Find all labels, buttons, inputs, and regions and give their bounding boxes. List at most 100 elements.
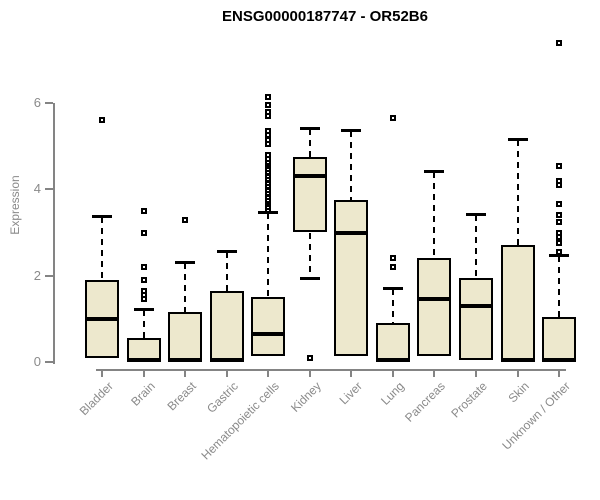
upper-whisker-breast	[184, 262, 187, 313]
upper-whisker-cap-kidney	[299, 126, 320, 130]
median-line-skin	[500, 357, 535, 362]
y-tick-label: 4	[33, 181, 41, 197]
median-line-hematopoietic-cells	[251, 331, 286, 336]
x-tick	[267, 371, 270, 377]
upper-whisker-cap-skin	[507, 137, 528, 141]
median-line-lung	[375, 357, 410, 362]
outlier-point-unknown-other	[556, 233, 563, 240]
x-tick	[391, 371, 394, 377]
y-tick	[45, 274, 53, 277]
upper-whisker-pancreas	[433, 172, 436, 259]
x-tick	[516, 371, 519, 377]
outlier-point-hematopoietic-cells	[265, 93, 272, 100]
median-line-gastric	[209, 357, 244, 362]
x-category-label-bladder: Bladder	[76, 379, 116, 419]
upper-whisker-cap-pancreas	[424, 170, 445, 174]
x-axis-line	[96, 369, 566, 371]
upper-whisker-hematopoietic-cells	[267, 213, 270, 298]
x-category-label-liver: Liver	[336, 379, 366, 408]
box-hematopoietic-cells	[251, 297, 286, 356]
box-lung	[375, 323, 410, 362]
x-tick	[558, 371, 561, 377]
upper-whisker-prostate	[474, 215, 477, 278]
x-category-label-prostate: Prostate	[448, 379, 490, 421]
upper-whisker-bladder	[101, 217, 103, 280]
y-tick-label: 2	[33, 267, 41, 283]
upper-whisker-liver	[350, 131, 353, 201]
upper-whisker-cap-gastric	[216, 249, 237, 253]
outlier-point-hematopoietic-cells	[265, 207, 272, 214]
lower-whisker-kidney	[308, 232, 311, 278]
outlier-point-hematopoietic-cells	[265, 112, 272, 119]
y-tick-label: 6	[33, 95, 41, 110]
x-category-label-hematopoietic-cells: Hematopoietic cells	[198, 379, 283, 463]
x-tick	[474, 371, 477, 377]
upper-whisker-unknown-other	[558, 256, 561, 317]
x-tick	[433, 371, 436, 377]
upper-whisker-cap-bladder	[92, 215, 112, 219]
x-category-label-kidney: Kidney	[287, 379, 324, 415]
outlier-point-unknown-other	[556, 218, 563, 225]
box-gastric	[209, 290, 244, 362]
x-category-label-skin: Skin	[504, 379, 532, 406]
median-line-brain	[126, 357, 161, 362]
median-line-kidney	[292, 174, 327, 179]
outlier-point-unknown-other	[556, 162, 563, 169]
y-tick	[45, 188, 53, 191]
y-axis-line	[53, 103, 55, 364]
x-tick	[142, 371, 145, 377]
median-line-pancreas	[417, 297, 452, 302]
box-liver	[334, 200, 369, 356]
outlier-point-unknown-other	[556, 248, 563, 255]
y-axis-label: Expression	[8, 175, 22, 235]
median-line-liver	[334, 230, 369, 235]
outlier-point-unknown-other	[556, 39, 563, 46]
upper-whisker-cap-brain	[133, 308, 154, 312]
box-unknown-other	[542, 316, 577, 362]
box-breast	[168, 312, 203, 362]
x-tick	[184, 371, 187, 377]
upper-whisker-skin	[516, 139, 519, 246]
outlier-point-unknown-other	[556, 182, 563, 189]
box-kidney	[292, 156, 327, 233]
outlier-point-breast	[182, 216, 189, 223]
outlier-point-lung	[389, 264, 396, 271]
outlier-point-brain	[140, 296, 147, 303]
upper-whisker-kidney	[308, 128, 311, 157]
y-tick	[45, 361, 53, 363]
upper-whisker-brain	[142, 310, 145, 339]
x-tick	[308, 371, 311, 377]
outlier-point-unknown-other	[556, 240, 563, 247]
x-category-label-breast: Breast	[164, 379, 199, 414]
upper-whisker-cap-unknown-other	[549, 254, 570, 258]
y-tick-label: 0	[33, 354, 41, 369]
outlier-point-unknown-other	[556, 201, 563, 208]
outlier-point-lung	[389, 255, 396, 262]
outlier-point-brain	[140, 264, 147, 271]
x-tick	[225, 371, 228, 377]
y-tick	[45, 102, 53, 104]
x-tick	[101, 371, 103, 377]
median-line-unknown-other	[542, 357, 577, 362]
outlier-point-bladder	[99, 117, 105, 124]
upper-whisker-cap-liver	[341, 129, 362, 133]
lower-whisker-cap-kidney	[299, 276, 320, 280]
x-tick	[350, 371, 353, 377]
outlier-point-brain	[140, 207, 147, 214]
box-prostate	[458, 277, 493, 360]
upper-whisker-cap-prostate	[465, 213, 486, 217]
upper-whisker-cap-lung	[382, 286, 403, 290]
outlier-point-unknown-other	[556, 212, 563, 219]
box-skin	[500, 245, 535, 362]
x-category-label-brain: Brain	[127, 379, 158, 409]
upper-whisker-cap-breast	[175, 260, 196, 264]
upper-whisker-gastric	[225, 251, 228, 291]
outlier-point-lung	[389, 115, 396, 122]
median-line-prostate	[458, 303, 493, 308]
median-line-bladder	[85, 316, 119, 321]
box-pancreas	[417, 258, 452, 356]
x-category-label-pancreas: Pancreas	[402, 379, 449, 425]
chart-title: ENSG00000187747 - OR52B6	[222, 8, 428, 25]
outlier-point-hematopoietic-cells	[265, 102, 272, 109]
